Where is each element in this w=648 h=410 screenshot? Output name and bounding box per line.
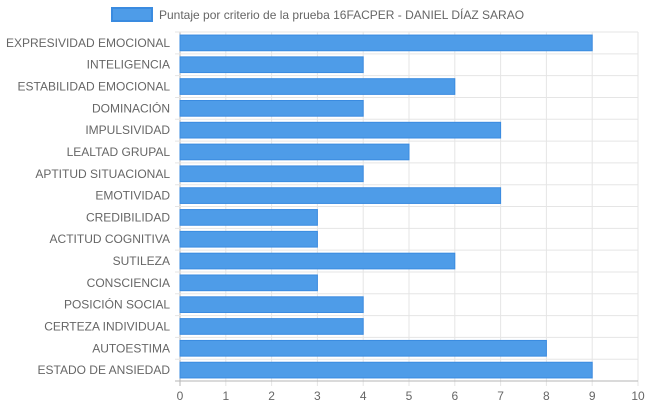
category-label: DOMINACIÓN bbox=[92, 100, 170, 115]
x-tick-label: 8 bbox=[543, 389, 550, 403]
bar[interactable] bbox=[179, 318, 364, 335]
bar[interactable] bbox=[179, 121, 502, 139]
bars bbox=[179, 34, 593, 379]
bar[interactable] bbox=[179, 209, 318, 226]
category-label: EMOTIVIDAD bbox=[95, 189, 170, 203]
bar[interactable] bbox=[179, 252, 456, 270]
bar[interactable] bbox=[179, 56, 364, 74]
category-label: LEALTAD GRUPAL bbox=[67, 145, 171, 159]
x-tick-label: 3 bbox=[314, 389, 321, 403]
bar[interactable] bbox=[179, 361, 593, 379]
x-tick-label: 5 bbox=[406, 389, 413, 403]
bar[interactable] bbox=[179, 34, 593, 52]
legend-label: Puntaje por criterio de la prueba 16FACP… bbox=[159, 7, 524, 22]
category-label: CREDIBILIDAD bbox=[86, 210, 170, 224]
bar[interactable] bbox=[179, 165, 364, 183]
bar[interactable] bbox=[179, 99, 364, 117]
category-label: APTITUD SITUACIONAL bbox=[35, 167, 170, 181]
category-label: ACTITUD COGNITIVA bbox=[50, 232, 170, 246]
category-label: SUTILEZA bbox=[113, 254, 170, 268]
bar[interactable] bbox=[179, 230, 318, 248]
legend-swatch bbox=[111, 7, 153, 22]
x-tick-label: 7 bbox=[497, 389, 504, 403]
category-label: CONSCIENCIA bbox=[87, 276, 170, 290]
category-label: EXPRESIVIDAD EMOCIONAL bbox=[6, 36, 170, 50]
category-label: POSICIÓN SOCIAL bbox=[64, 297, 170, 312]
bar[interactable] bbox=[179, 187, 502, 204]
category-label: ESTADO DE ANSIEDAD bbox=[38, 363, 171, 377]
bar[interactable] bbox=[179, 296, 364, 314]
x-tick-label: 1 bbox=[222, 389, 229, 403]
category-label: INTELIGENCIA bbox=[87, 58, 170, 72]
x-tick-label: 9 bbox=[589, 389, 596, 403]
bar[interactable] bbox=[179, 78, 456, 95]
x-tick-label: 10 bbox=[631, 389, 645, 403]
x-tick-label: 4 bbox=[360, 389, 367, 403]
x-tick-label: 6 bbox=[451, 389, 458, 403]
x-tick-labels: 0 1 2 3 4 5 6 7 8 9 10 bbox=[177, 389, 645, 403]
category-label: ESTABILIDAD EMOCIONAL bbox=[18, 80, 171, 94]
category-labels: EXPRESIVIDAD EMOCIONAL INTELIGENCIA ESTABI… bbox=[6, 36, 170, 377]
bar[interactable] bbox=[179, 339, 547, 357]
x-tick-label: 0 bbox=[177, 389, 184, 403]
bar[interactable] bbox=[179, 274, 318, 292]
category-label: AUTOESTIMA bbox=[92, 341, 170, 355]
bar[interactable] bbox=[179, 143, 410, 161]
x-tick-label: 2 bbox=[268, 389, 275, 403]
category-label: CERTEZA INDIVIDUAL bbox=[44, 319, 170, 333]
legend[interactable]: Puntaje por criterio de la prueba 16FACP… bbox=[111, 7, 524, 22]
category-label: IMPULSIVIDAD bbox=[85, 123, 170, 137]
